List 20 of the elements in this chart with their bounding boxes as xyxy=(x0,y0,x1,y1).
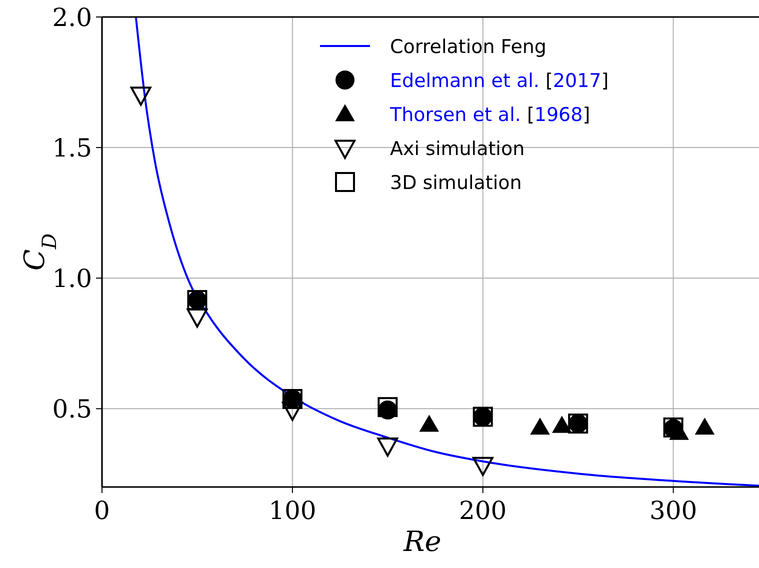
point xyxy=(694,418,715,435)
x-tick-label: 0 xyxy=(94,496,110,525)
y-tick-label: 2.0 xyxy=(52,3,92,32)
point xyxy=(186,308,208,328)
legend-label: Thorsen et al. [1968] xyxy=(389,104,590,126)
x-axis-title: Re xyxy=(402,525,442,558)
point xyxy=(552,416,572,433)
point xyxy=(530,418,550,435)
x-tick-label: 100 xyxy=(268,496,316,525)
y-tick-label: 1.5 xyxy=(52,134,92,163)
x-tick-label: 200 xyxy=(459,496,507,525)
legend-label: Correlation Feng xyxy=(390,36,546,58)
y-tick-label: 0.5 xyxy=(52,394,92,424)
legend-label: Edelmann et al. [2017] xyxy=(390,70,609,92)
legend-label: 3D simulation xyxy=(390,172,522,194)
x-tick-label: 300 xyxy=(649,496,698,525)
legend-label: Axi simulation xyxy=(390,138,525,160)
point xyxy=(419,414,440,432)
point xyxy=(130,86,152,106)
y-tick-label: 1.0 xyxy=(52,264,92,294)
